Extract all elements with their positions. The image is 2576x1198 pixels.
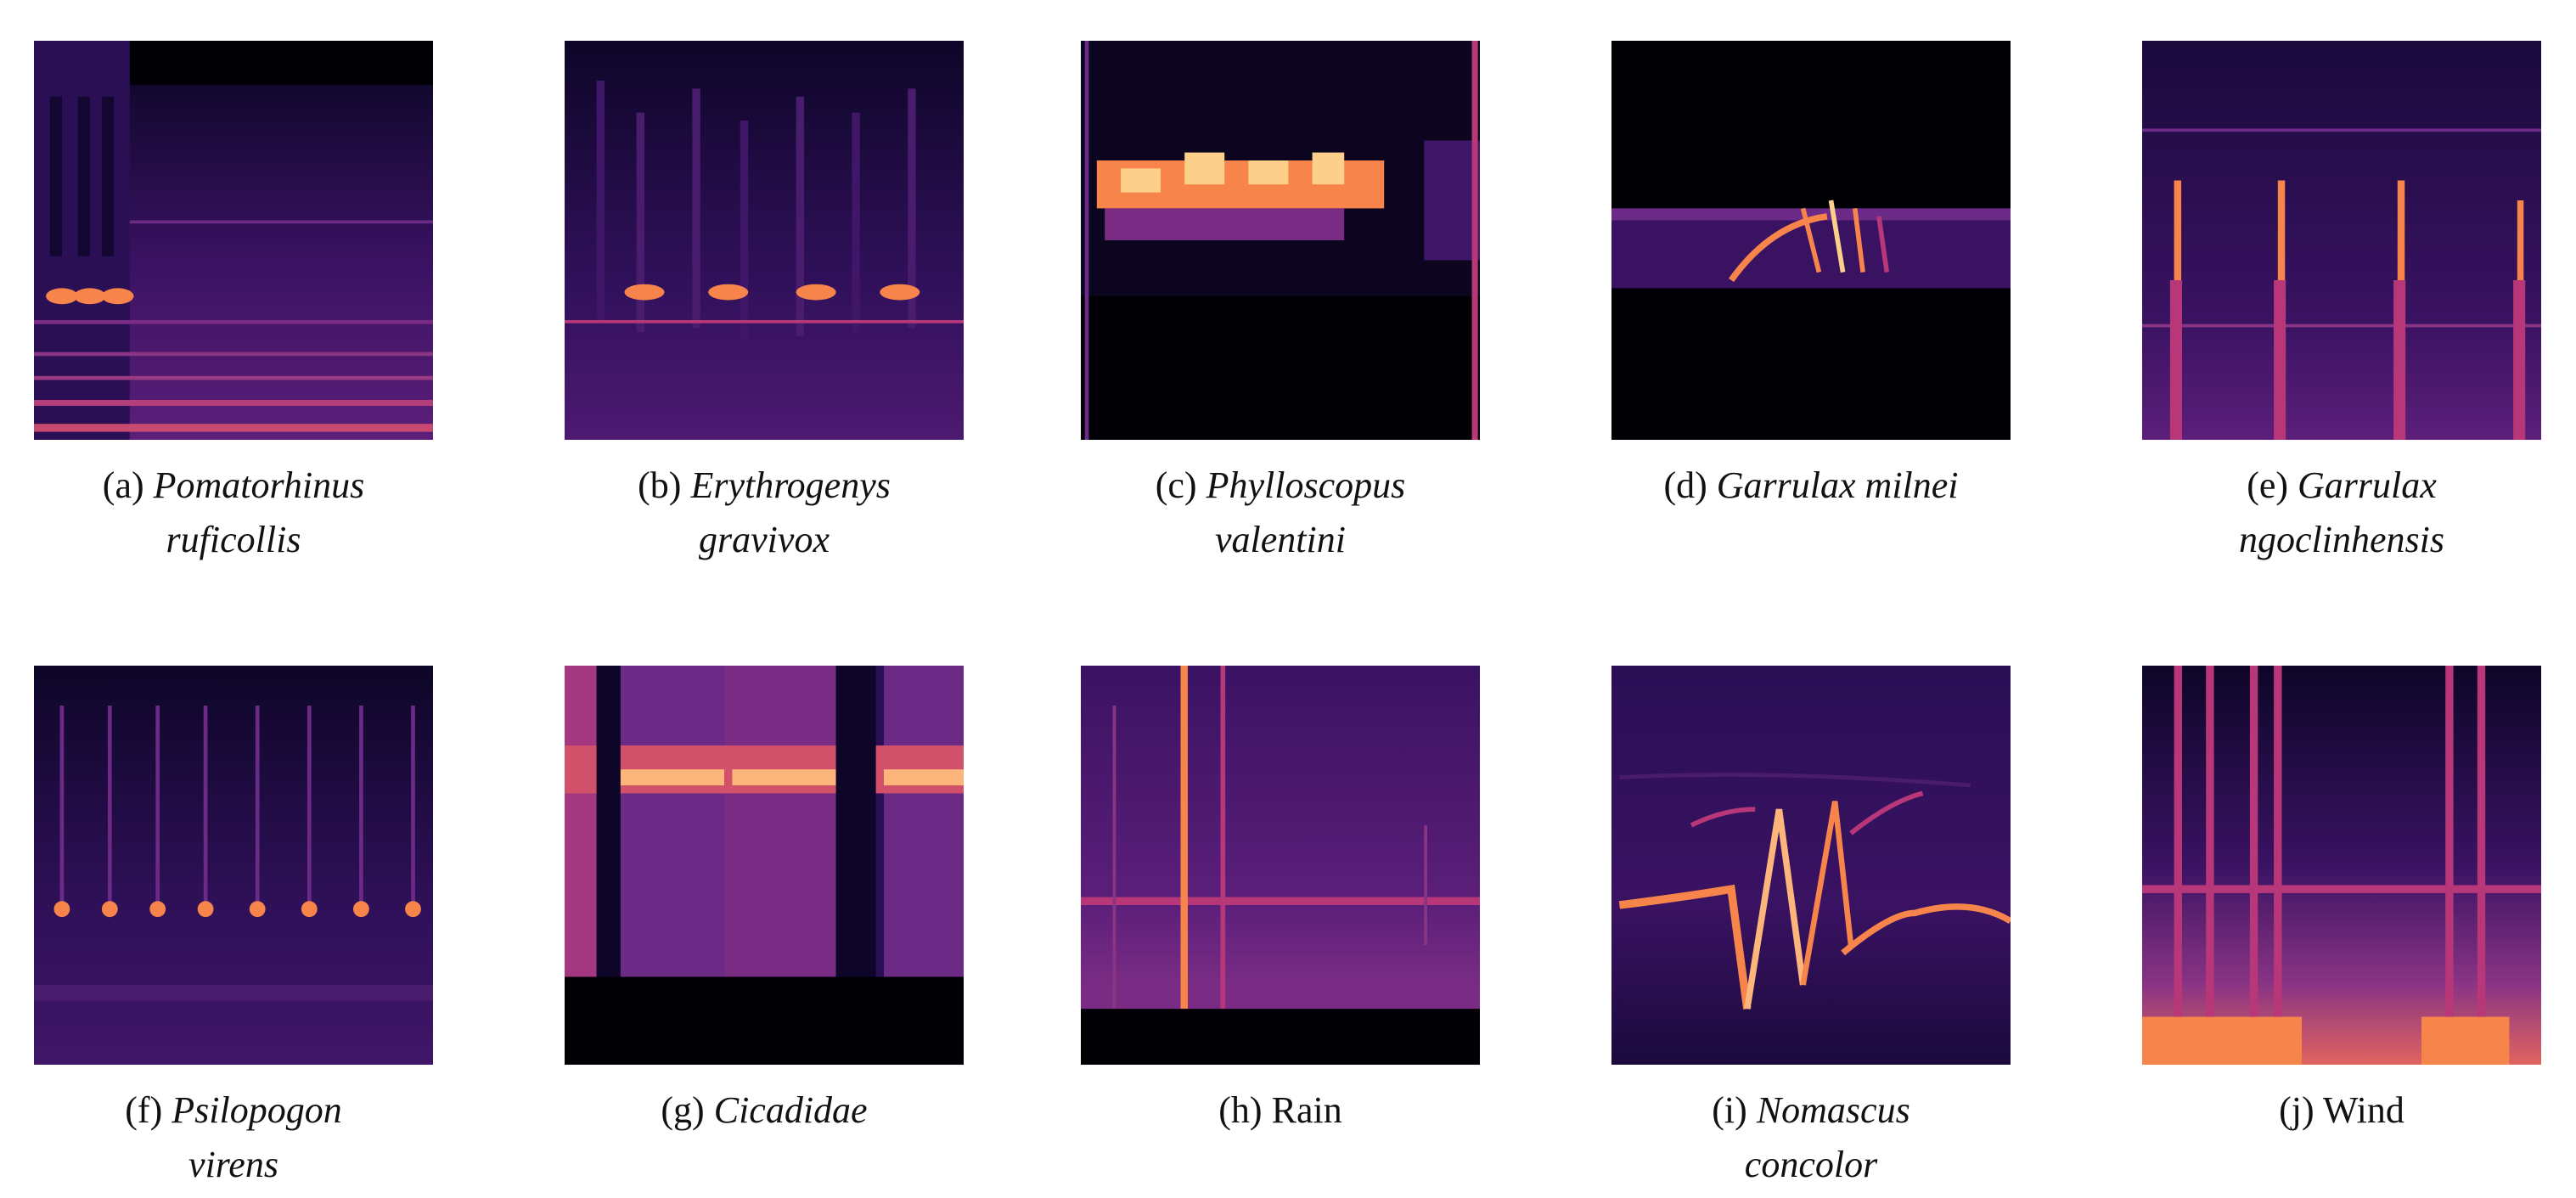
caption-d: (d) Garrulax milnei	[1663, 464, 1959, 506]
spectrogram-g	[565, 666, 964, 1065]
spectrogram-i	[1611, 666, 2011, 1065]
caption-j: (j) Wind	[2279, 1089, 2404, 1131]
spectrogram-d	[1611, 41, 2011, 440]
spectrogram-h	[1081, 666, 1480, 1065]
caption-f: (f) Psilopogon virens	[125, 1089, 342, 1185]
spectrogram-c	[1081, 41, 1480, 440]
caption-i: (i) Nomascus concolor	[1712, 1089, 1910, 1185]
spectrogram-j	[2142, 666, 2541, 1065]
caption-e: (e) Garrulax ngoclinhensis	[2239, 464, 2444, 560]
caption-g: (g) Cicadidae	[661, 1089, 868, 1131]
spectrogram-b	[565, 41, 964, 440]
spectrogram-a	[34, 41, 433, 440]
caption-c: (c) Phylloscopus valentini	[1155, 464, 1406, 560]
caption-b: (b) Erythrogenys gravivox	[638, 464, 891, 560]
spectrogram-f	[34, 666, 433, 1065]
caption-a: (a) Pomatorhinus ruficollis	[102, 464, 365, 560]
caption-h: (h) Rain	[1218, 1089, 1342, 1131]
spectrogram-e	[2142, 41, 2541, 440]
